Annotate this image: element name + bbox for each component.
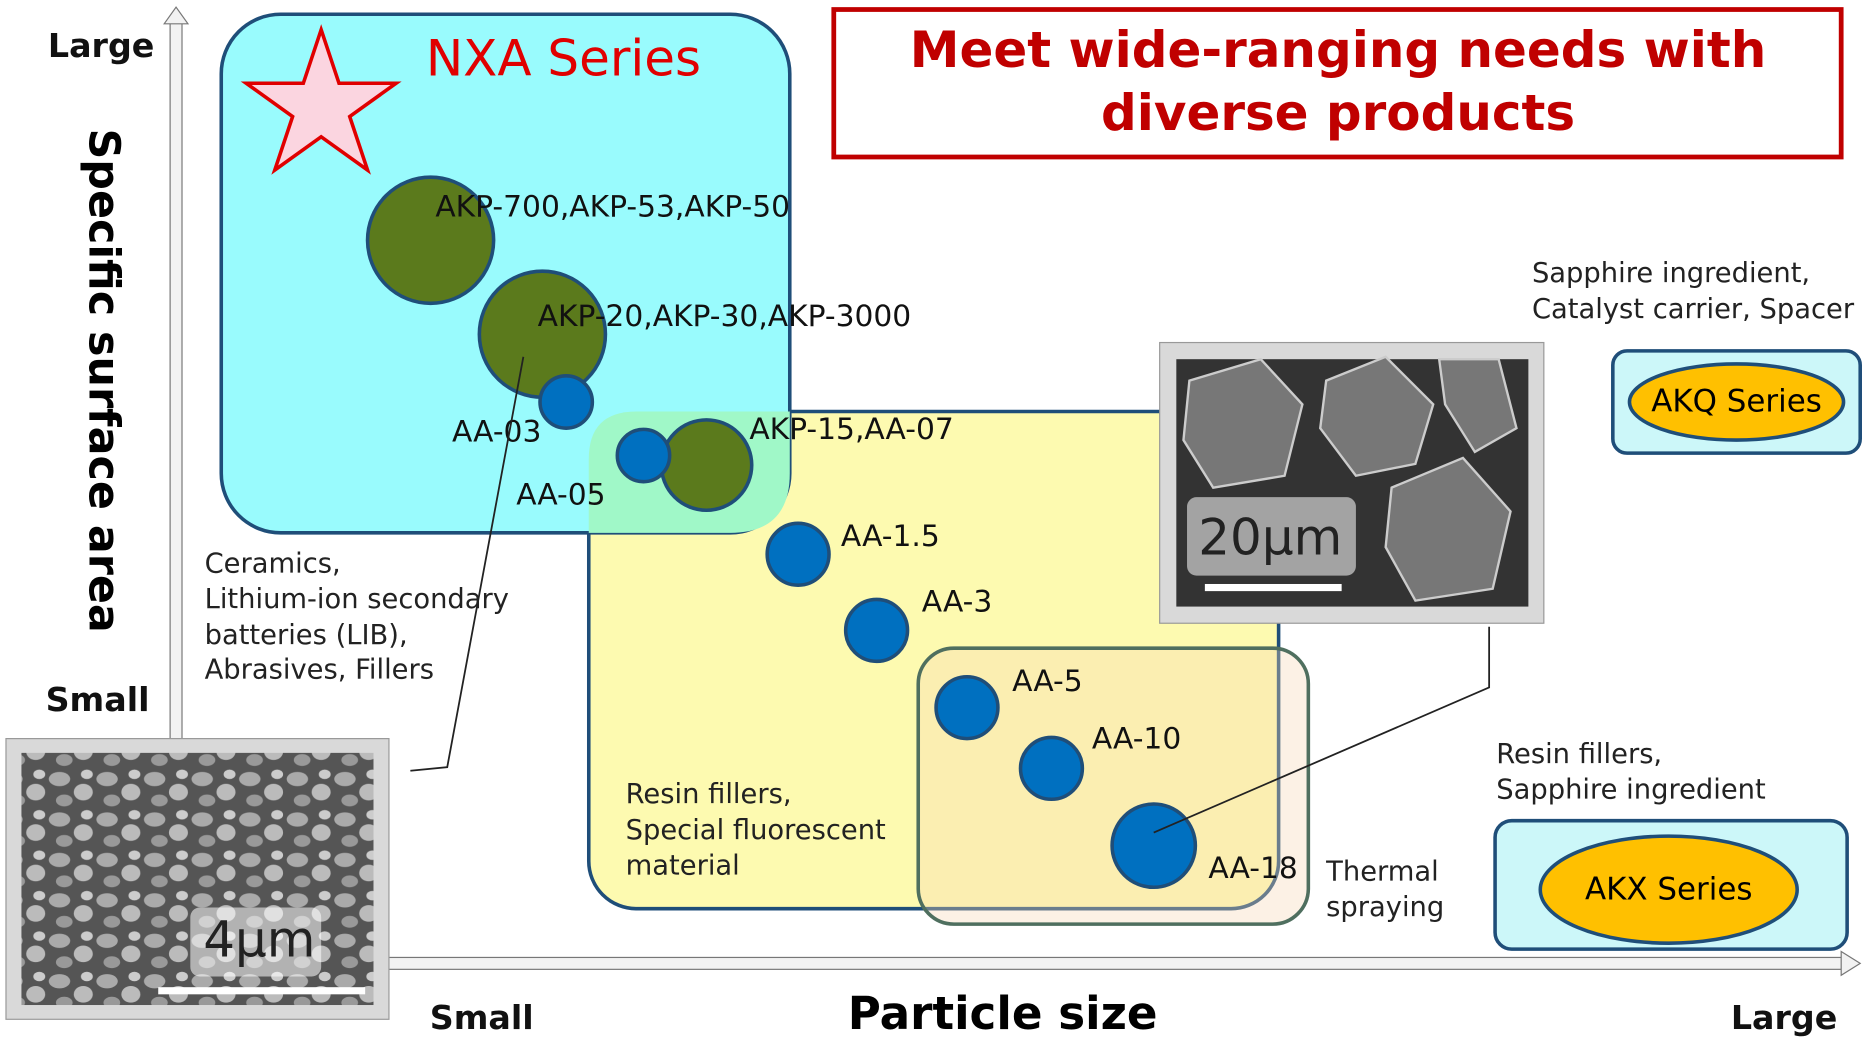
title-line: diverse products (1101, 84, 1575, 142)
app-text: spraying (1326, 892, 1444, 923)
grade-circle (767, 523, 829, 585)
grade-label: AKP-700,AKP-53,AKP-50 (435, 190, 790, 225)
app-text: material (626, 851, 740, 882)
scale-bar (158, 987, 365, 994)
x-large: Large (1731, 998, 1838, 1037)
app-text: Resin fillers, (1496, 739, 1662, 770)
x-axis (381, 957, 1846, 969)
app-text: Resin fillers, (626, 779, 792, 810)
grade-circle (1112, 804, 1195, 887)
series-label: AKX Series (1585, 871, 1752, 907)
grade-circle (1021, 737, 1083, 799)
title-line: Meet wide-ranging needs with (910, 21, 1767, 79)
y-small: Small (46, 680, 150, 719)
y-arrow (164, 7, 188, 24)
app-text: Abrasives, Fillers (205, 654, 434, 685)
app-text: Thermal (1325, 856, 1439, 887)
app-text: Ceramics, (205, 548, 341, 579)
grade-circle (661, 420, 751, 510)
x-arrow (1841, 951, 1860, 975)
grade-circle (479, 271, 605, 397)
x-label: Particle size (848, 987, 1158, 1040)
grade-label: AKP-20,AKP-30,AKP-3000 (538, 299, 912, 334)
grade-label: AA-10 (1092, 721, 1181, 756)
x-small: Small (430, 998, 534, 1037)
grade-label: AA-05 (516, 477, 605, 512)
app-text: Special fluorescent (626, 815, 886, 846)
app-text: Lithium-ion secondary (205, 584, 509, 615)
app-text: Sapphire ingredient, (1532, 258, 1810, 289)
body: {"title": ["Meet wide-ranging needs with… (0, 0, 1865, 1052)
grade-label: AA-03 (452, 414, 541, 449)
y-label: Specific surface area (79, 128, 129, 632)
scale-label: 20μm (1198, 509, 1342, 567)
grade-circle (846, 599, 908, 661)
app-text: batteries (LIB), (205, 620, 408, 651)
app-text: Sapphire ingredient (1496, 774, 1766, 805)
diagram: Large Small Specific surface area Small … (0, 0, 1865, 1052)
grade-circle (540, 376, 592, 428)
app-text: Catalyst carrier, Spacer (1532, 294, 1855, 325)
grade-label: AA-1.5 (841, 519, 940, 554)
grade-label: AKP-15,AA-07 (749, 412, 953, 447)
series-label: NXA Series (426, 29, 701, 87)
page: body { margin: 0; width: 1865px; height:… (0, 0, 1865, 1052)
series-label: AKQ Series (1651, 384, 1822, 420)
scale-label: 4μm (203, 911, 315, 969)
grade-circle (936, 677, 998, 739)
grade-label: AA-5 (1012, 664, 1082, 699)
y-large: Large (48, 26, 155, 65)
grade-label: AA-3 (922, 585, 992, 620)
grade-circle (617, 429, 669, 481)
grade-label: AA-18 (1208, 851, 1297, 886)
scale-bar (1205, 584, 1342, 591)
